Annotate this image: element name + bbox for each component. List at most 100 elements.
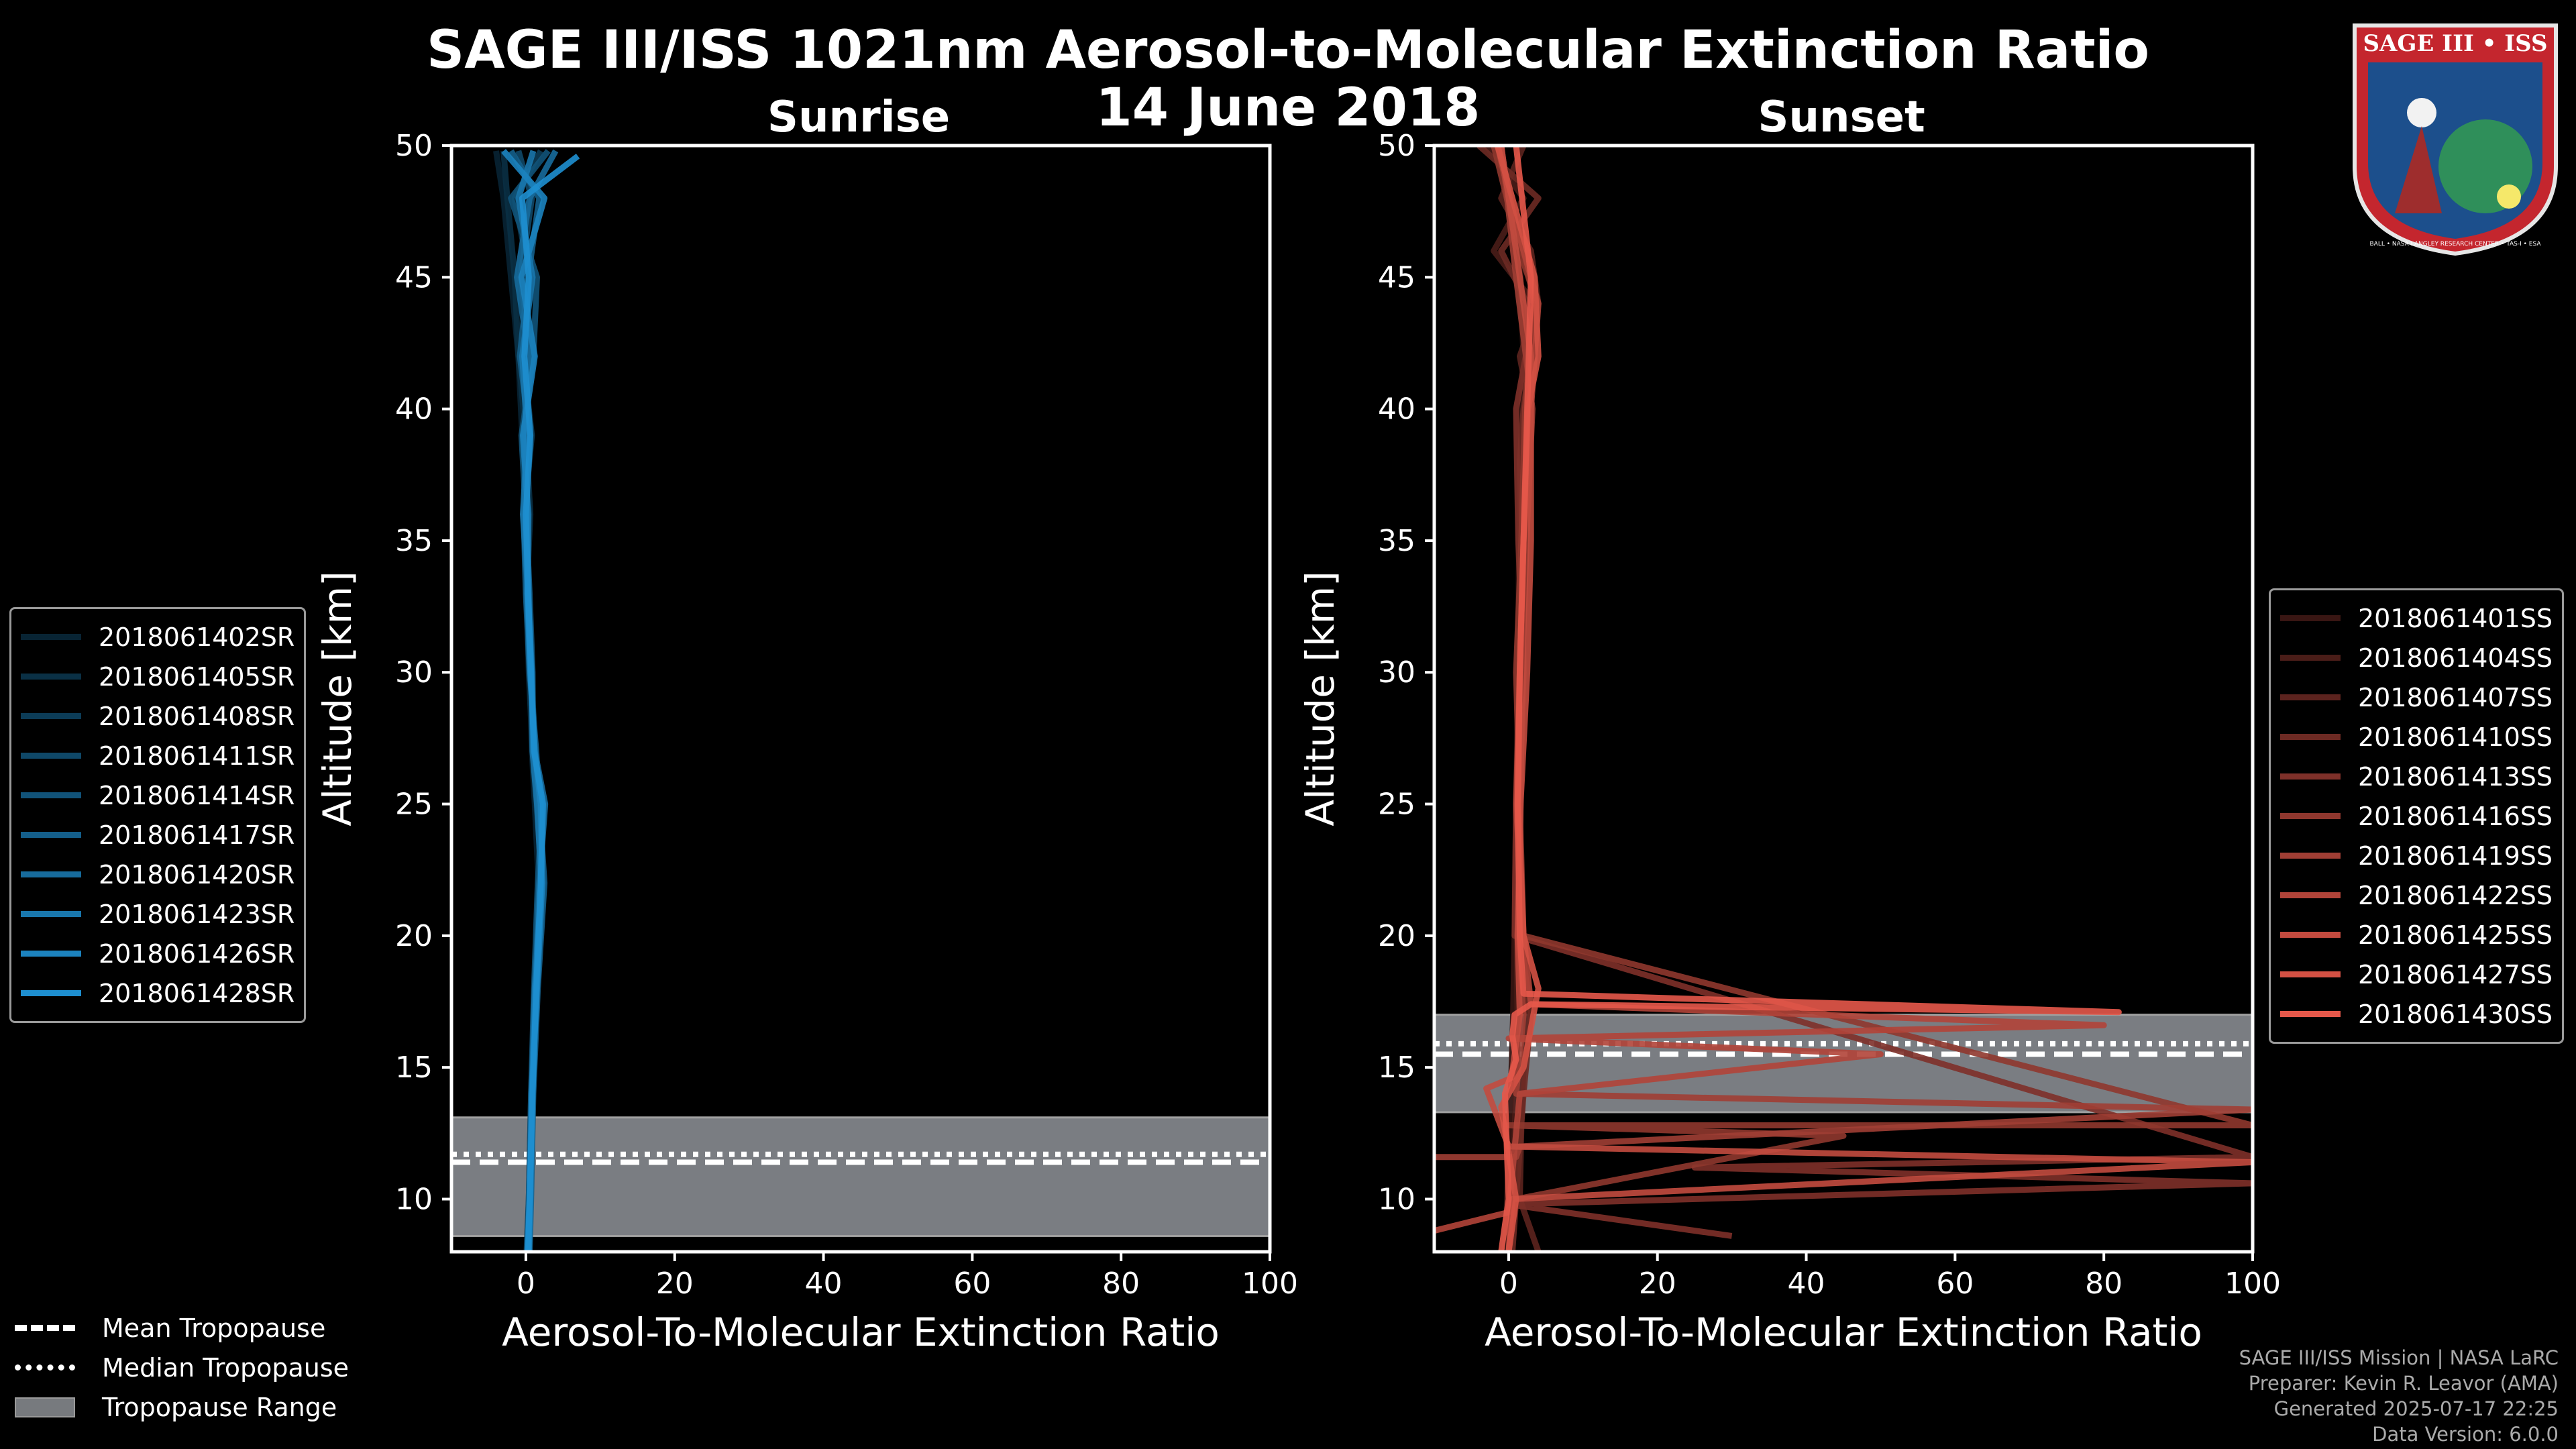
x-tick-label: 40 xyxy=(1788,1267,1825,1301)
legend-label: 2018061414SR xyxy=(99,780,295,810)
legend-swatch-icon xyxy=(21,911,81,917)
x-tick-label: 0 xyxy=(1499,1267,1518,1301)
legend-entry-2018061407SS: 2018061407SS xyxy=(2280,678,2553,717)
svg-text:SAGE III • ISS: SAGE III • ISS xyxy=(2363,30,2547,57)
legend-label: 2018061413SS xyxy=(2358,761,2553,792)
legend-entry-2018061402SR: 2018061402SR xyxy=(21,617,294,657)
y-tick-label: 25 xyxy=(395,788,433,822)
legend-swatch-icon xyxy=(2280,734,2341,740)
legend-label: 2018061427SS xyxy=(2358,959,2553,989)
legend-swatch-icon xyxy=(21,713,81,719)
range-swatch-icon xyxy=(15,1397,75,1417)
legend-swatch-icon xyxy=(21,674,81,680)
sun-icon xyxy=(2497,184,2521,209)
y-tick-label: 45 xyxy=(1378,260,1415,294)
legend-label: 2018061430SS xyxy=(2358,999,2553,1029)
x-tick-label: 100 xyxy=(2224,1267,2281,1301)
legend-entry-2018061416SS: 2018061416SS xyxy=(2280,796,2553,836)
y-tick-label: 40 xyxy=(1378,392,1415,427)
figure-date: 14 June 2018 xyxy=(1095,78,1481,138)
legend-entry-2018061423SR: 2018061423SR xyxy=(21,894,294,934)
legend-label: 2018061423SR xyxy=(99,899,295,929)
legend-label: 2018061404SS xyxy=(2358,643,2553,673)
x-tick-label: 60 xyxy=(953,1267,991,1301)
sage-iii-iss-mission-logo: SAGE III • ISS BALL • NASA LANGLEY RESEA… xyxy=(2353,23,2558,256)
legend-label: 2018061417SR xyxy=(99,820,295,850)
x-tick-label: 0 xyxy=(517,1267,535,1301)
legend-swatch-icon xyxy=(2280,892,2341,898)
legend-label: 2018061411SR xyxy=(99,741,295,771)
x-tick-label: 80 xyxy=(1102,1267,1140,1301)
legend-entry-2018061422SS: 2018061422SS xyxy=(2280,875,2553,915)
y-tick-label: 35 xyxy=(395,524,433,558)
series-line-2018061430SS xyxy=(1498,146,2122,1252)
legend-label: 2018061426SR xyxy=(99,938,295,969)
legend-entry-2018061408SR: 2018061408SR xyxy=(21,696,294,736)
x-tick-label: 20 xyxy=(656,1267,694,1301)
sunset-legend: 2018061401SS 2018061404SS 2018061407SS 2018… xyxy=(2269,588,2565,1044)
legend-entry-2018061430SS: 2018061430SS xyxy=(2280,994,2553,1034)
legend-swatch-icon xyxy=(2280,615,2341,621)
legend-label: 2018061402SR xyxy=(99,622,295,652)
sunset-plot: 0 20 40 60 80 100 10 15 20 25 30 35 40 45 50 Aerosol-To… xyxy=(1297,129,2281,1355)
y-tick-label: 40 xyxy=(395,392,433,427)
legend-swatch-icon xyxy=(2280,853,2341,859)
legend-swatch-icon xyxy=(21,832,81,838)
series-line-2018061428SR xyxy=(519,154,580,1252)
legend-label: 2018061419SS xyxy=(2358,841,2553,871)
x-tick-label: 80 xyxy=(2085,1267,2123,1301)
legend-swatch-icon xyxy=(21,634,81,640)
legend-label: 2018061405SR xyxy=(99,661,295,692)
dashed-line-icon xyxy=(15,1325,75,1331)
legend-swatch-icon xyxy=(21,792,81,798)
legend-entry-2018061419SS: 2018061419SS xyxy=(2280,836,2553,875)
y-tick-label: 50 xyxy=(395,129,433,163)
legend-label: 2018061401SS xyxy=(2358,603,2553,633)
y-tick-label: 50 xyxy=(1378,129,1415,163)
y-tick-label: 20 xyxy=(1378,919,1415,953)
legend-swatch-icon xyxy=(21,990,81,996)
legend-entry-2018061404SS: 2018061404SS xyxy=(2280,638,2553,678)
y-tick-label: 15 xyxy=(1378,1051,1415,1085)
y-tick-label: 35 xyxy=(1378,524,1415,558)
legend-label: 2018061408SR xyxy=(99,701,295,731)
legend-swatch-icon xyxy=(21,871,81,877)
legend-entry-2018061405SR: 2018061405SR xyxy=(21,657,294,696)
legend-mean-tropopause: Mean Tropopause xyxy=(15,1308,349,1348)
x-tick-label: 100 xyxy=(1242,1267,1298,1301)
wizard-figure-icon xyxy=(2395,126,2442,213)
legend-swatch-icon xyxy=(2280,694,2341,700)
x-tick-label: 60 xyxy=(1936,1267,1974,1301)
y-axis-label: Altitude [km] xyxy=(1297,571,1343,826)
svg-text:BALL • NASA LANGLEY RESEARCH C: BALL • NASA LANGLEY RESEARCH CENTER • TA… xyxy=(2369,241,2541,248)
legend-entry-2018061428SR: 2018061428SR xyxy=(21,973,294,1013)
legend-label: 2018061410SS xyxy=(2358,722,2553,752)
y-tick-label: 20 xyxy=(395,919,433,953)
y-tick-label: 30 xyxy=(1378,655,1415,690)
x-tick-label: 40 xyxy=(805,1267,843,1301)
moon-icon xyxy=(2407,98,2436,127)
legend-entry-2018061420SR: 2018061420SR xyxy=(21,855,294,894)
y-tick-label: 25 xyxy=(1378,788,1415,822)
legend-label: 2018061425SS xyxy=(2358,920,2553,950)
y-tick-label: 30 xyxy=(395,655,433,690)
legend-entry-2018061401SS: 2018061401SS xyxy=(2280,598,2553,638)
legend-tropopause-range: Tropopause Range xyxy=(15,1387,349,1427)
tropopause-legend: Mean Tropopause Median Tropopause Tropop… xyxy=(15,1308,349,1427)
legend-swatch-icon xyxy=(2280,971,2341,977)
credits: SAGE III/ISS Mission | NASA LaRC Prepare… xyxy=(2239,1346,2559,1446)
legend-swatch-icon xyxy=(2280,932,2341,938)
legend-swatch-icon xyxy=(2280,813,2341,819)
y-axis-label: Altitude [km] xyxy=(315,571,360,826)
legend-entry-2018061414SR: 2018061414SR xyxy=(21,775,294,815)
figure-title: SAGE III/ISS 1021nm Aerosol-to-Molecular… xyxy=(427,20,2149,80)
legend-entry-2018061427SS: 2018061427SS xyxy=(2280,955,2553,994)
legend-label: 2018061416SS xyxy=(2358,801,2553,831)
legend-entry-2018061417SR: 2018061417SR xyxy=(21,815,294,855)
y-tick-label: 45 xyxy=(395,260,433,294)
legend-label: 2018061407SS xyxy=(2358,682,2553,712)
x-tick-label: 20 xyxy=(1639,1267,1676,1301)
legend-entry-2018061411SR: 2018061411SR xyxy=(21,736,294,775)
legend-entry-2018061426SR: 2018061426SR xyxy=(21,934,294,973)
